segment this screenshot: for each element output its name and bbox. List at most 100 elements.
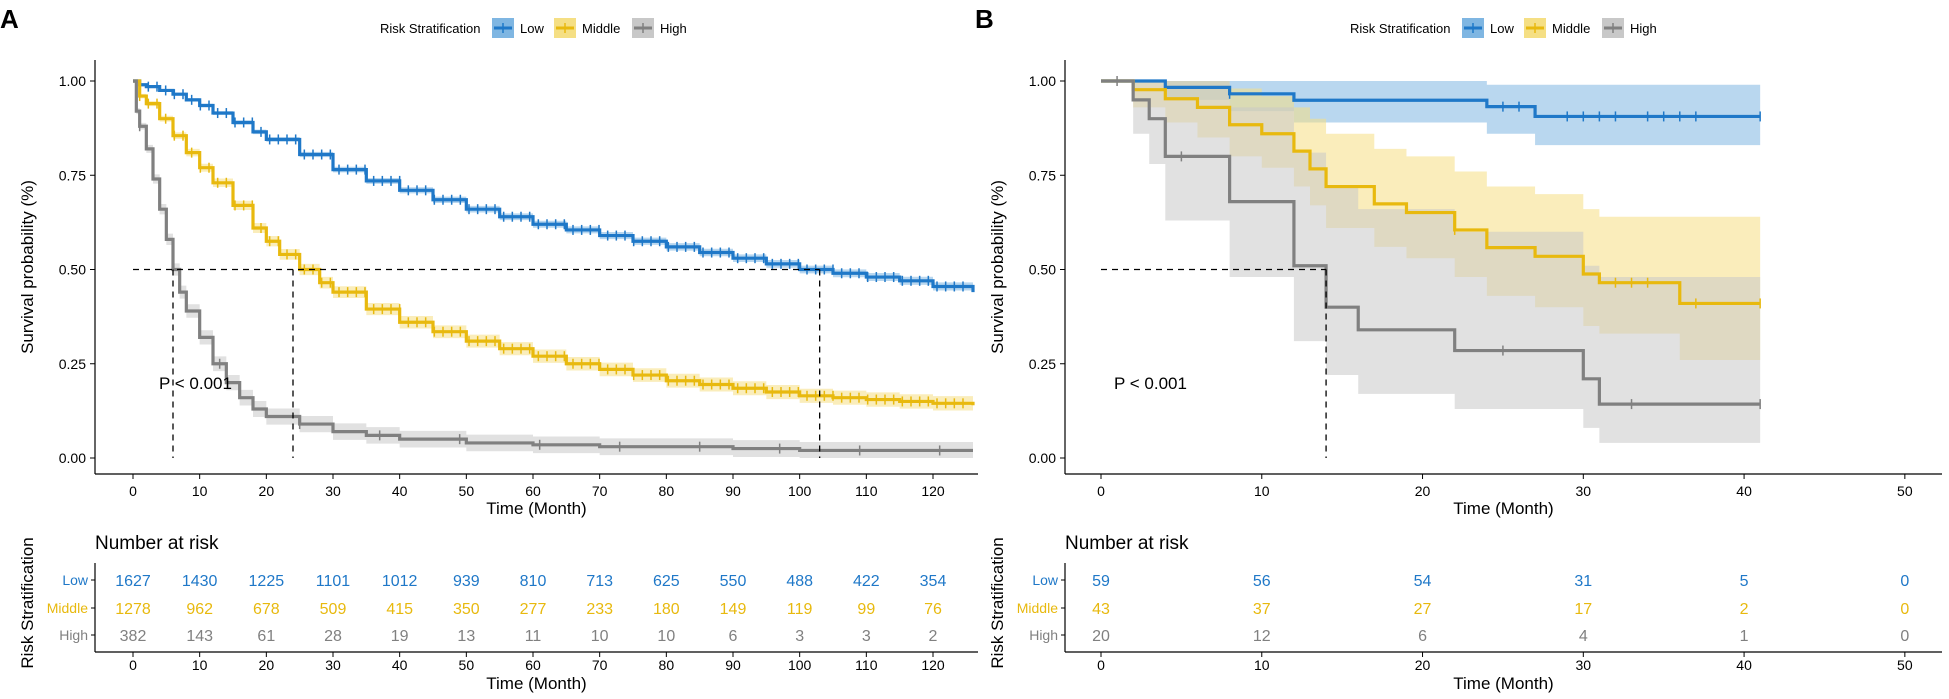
ci-band-high bbox=[1101, 81, 1761, 443]
y-axis-title: Survival probability (%) bbox=[18, 180, 37, 354]
risk-count: 10 bbox=[591, 628, 609, 645]
risk-x-tick-label: 80 bbox=[659, 657, 675, 673]
risk-count: 233 bbox=[586, 601, 613, 618]
risk-count: 550 bbox=[720, 573, 747, 590]
risk-x-tick-label: 10 bbox=[192, 657, 208, 673]
risk-count: 1225 bbox=[249, 573, 285, 590]
risk-table-title: Number at risk bbox=[1065, 533, 1189, 554]
risk-count: 37 bbox=[1253, 601, 1271, 618]
risk-row-label-middle: Middle bbox=[1017, 600, 1058, 616]
risk-x-tick-label: 0 bbox=[129, 657, 137, 673]
risk-count: 13 bbox=[457, 628, 475, 645]
risk-row-label-low: Low bbox=[62, 572, 89, 588]
risk-x-tick-label: 40 bbox=[392, 657, 408, 673]
risk-count: 43 bbox=[1092, 601, 1110, 618]
x-tick-label: 20 bbox=[259, 483, 275, 499]
risk-table-title: Number at risk bbox=[95, 533, 219, 554]
risk-count: 19 bbox=[391, 628, 409, 645]
legend-label-middle: Middle bbox=[1552, 21, 1590, 36]
x-tick-label: 20 bbox=[1415, 483, 1431, 499]
risk-count: 0 bbox=[1900, 573, 1909, 590]
risk-count: 382 bbox=[120, 628, 147, 645]
p-value-annotation: P < 0.001 bbox=[1114, 374, 1187, 393]
x-tick-label: 110 bbox=[855, 483, 878, 499]
risk-count: 6 bbox=[729, 628, 738, 645]
y-tick-label: 0.25 bbox=[59, 356, 86, 372]
risk-x-tick-label: 50 bbox=[459, 657, 475, 673]
y-tick-label: 0.25 bbox=[1029, 356, 1056, 372]
risk-table-x-title: Time (Month) bbox=[1453, 674, 1553, 693]
x-tick-label: 40 bbox=[1736, 483, 1752, 499]
risk-x-tick-label: 110 bbox=[855, 657, 878, 673]
risk-count: 20 bbox=[1092, 628, 1110, 645]
risk-x-tick-label: 120 bbox=[921, 657, 945, 673]
risk-x-tick-label: 30 bbox=[325, 657, 341, 673]
risk-x-tick-label: 0 bbox=[1097, 657, 1105, 673]
risk-count: 1627 bbox=[115, 573, 151, 590]
risk-x-tick-label: 60 bbox=[525, 657, 541, 673]
x-tick-label: 90 bbox=[725, 483, 741, 499]
x-tick-label: 50 bbox=[1897, 483, 1913, 499]
x-tick-label: 30 bbox=[1576, 483, 1592, 499]
risk-count: 1 bbox=[1740, 628, 1749, 645]
ci-band-low bbox=[133, 81, 973, 297]
legend-title: Risk Stratification bbox=[380, 21, 480, 36]
risk-count: 5 bbox=[1740, 573, 1749, 590]
x-tick-label: 10 bbox=[192, 483, 208, 499]
risk-count: 59 bbox=[1092, 573, 1110, 590]
y-tick-label: 0.00 bbox=[59, 450, 86, 466]
risk-count: 422 bbox=[853, 573, 880, 590]
legend-label-low: Low bbox=[520, 21, 544, 36]
risk-count: 180 bbox=[653, 601, 680, 618]
x-axis-title: Time (Month) bbox=[486, 499, 586, 518]
legend-label-high: High bbox=[660, 21, 687, 36]
risk-table-x-title: Time (Month) bbox=[486, 674, 586, 693]
risk-count: 713 bbox=[586, 573, 613, 590]
x-tick-label: 30 bbox=[325, 483, 341, 499]
risk-x-tick-label: 30 bbox=[1576, 657, 1592, 673]
x-tick-label: 120 bbox=[921, 483, 945, 499]
risk-count: 56 bbox=[1253, 573, 1271, 590]
legend-label-middle: Middle bbox=[582, 21, 620, 36]
risk-count: 119 bbox=[787, 601, 813, 618]
y-tick-label: 0.75 bbox=[1029, 167, 1056, 183]
risk-count: 6 bbox=[1418, 628, 1427, 645]
risk-count: 12 bbox=[1253, 628, 1271, 645]
risk-count: 99 bbox=[857, 601, 875, 618]
panel-label: B bbox=[975, 4, 994, 34]
x-tick-label: 80 bbox=[659, 483, 675, 499]
risk-row-label-high: High bbox=[1029, 627, 1058, 643]
risk-table-y-title: Risk Stratification bbox=[988, 537, 1007, 668]
legend-title: Risk Stratification bbox=[1350, 21, 1450, 36]
p-value-annotation: P < 0.001 bbox=[159, 374, 232, 393]
risk-table-y-title: Risk Stratification bbox=[18, 537, 37, 668]
risk-count: 61 bbox=[257, 628, 275, 645]
risk-x-tick-label: 20 bbox=[259, 657, 275, 673]
risk-count: 350 bbox=[453, 601, 480, 618]
panel-label: A bbox=[0, 4, 19, 34]
risk-x-tick-label: 40 bbox=[1736, 657, 1752, 673]
x-tick-label: 100 bbox=[788, 483, 812, 499]
risk-count: 149 bbox=[720, 601, 747, 618]
risk-count: 11 bbox=[525, 628, 542, 645]
y-tick-label: 1.00 bbox=[59, 73, 86, 89]
risk-count: 488 bbox=[786, 573, 813, 590]
risk-count: 27 bbox=[1414, 601, 1432, 618]
legend-label-high: High bbox=[1630, 21, 1657, 36]
panel-a: A Risk Stratification Low Middle High 0 10 20 30… bbox=[0, 4, 978, 693]
y-axis-title: Survival probability (%) bbox=[988, 180, 1007, 354]
risk-count: 54 bbox=[1414, 573, 1432, 590]
y-tick-label: 1.00 bbox=[1029, 73, 1056, 89]
x-axis-title: Time (Month) bbox=[1453, 499, 1553, 518]
survival-curve-middle bbox=[133, 79, 975, 406]
x-tick-label: 0 bbox=[129, 483, 137, 499]
legend: Risk Stratification Low Middle High bbox=[1350, 18, 1657, 38]
risk-x-tick-label: 10 bbox=[1254, 657, 1270, 673]
risk-count: 1012 bbox=[382, 573, 418, 590]
legend: Risk Stratification Low Middle High bbox=[380, 18, 687, 38]
risk-count: 143 bbox=[186, 628, 213, 645]
risk-count: 810 bbox=[520, 573, 547, 590]
